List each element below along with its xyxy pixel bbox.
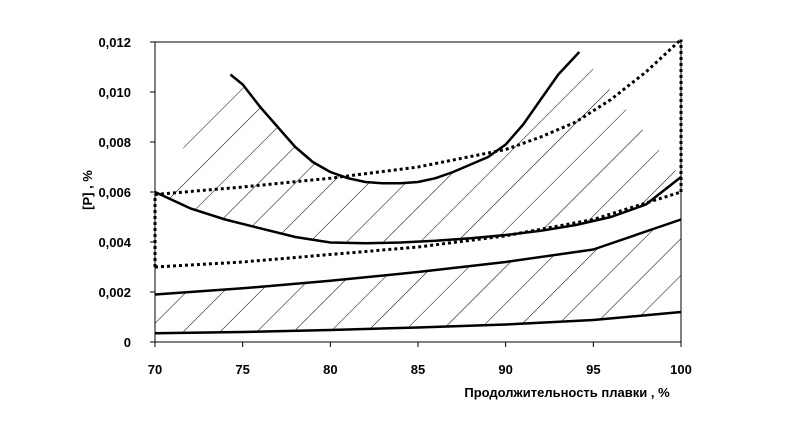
y-tick-label: 0 — [124, 335, 131, 350]
series-line-4 — [154, 310, 682, 335]
series-line-2 — [154, 176, 682, 245]
y-tick-label: 0,006 — [98, 185, 131, 200]
x-tick-label: 90 — [498, 362, 512, 377]
x-axis-label: Продолжительность плавки , % — [464, 385, 670, 400]
y-tick-label: 0,010 — [98, 85, 131, 100]
y-tick-label: 0,008 — [98, 135, 131, 150]
x-tick-label: 80 — [323, 362, 337, 377]
y-tick-label: 0,012 — [98, 35, 131, 50]
x-tick-label: 95 — [586, 362, 600, 377]
hatched-region-2 — [155, 219, 681, 334]
series-line-3 — [154, 218, 682, 296]
series-line-5 — [154, 38, 683, 196]
y-tick-label: 0,002 — [98, 285, 131, 300]
hatched-region-1 — [155, 52, 681, 244]
x-tick-label: 100 — [670, 362, 692, 377]
y-axis-label: [P] , % — [80, 170, 95, 210]
series-line-1 — [229, 51, 581, 185]
y-tick-label: 0,004 — [98, 235, 131, 250]
x-tick-label: 70 — [148, 362, 162, 377]
x-tick-label: 85 — [411, 362, 425, 377]
x-tick-label: 75 — [235, 362, 249, 377]
